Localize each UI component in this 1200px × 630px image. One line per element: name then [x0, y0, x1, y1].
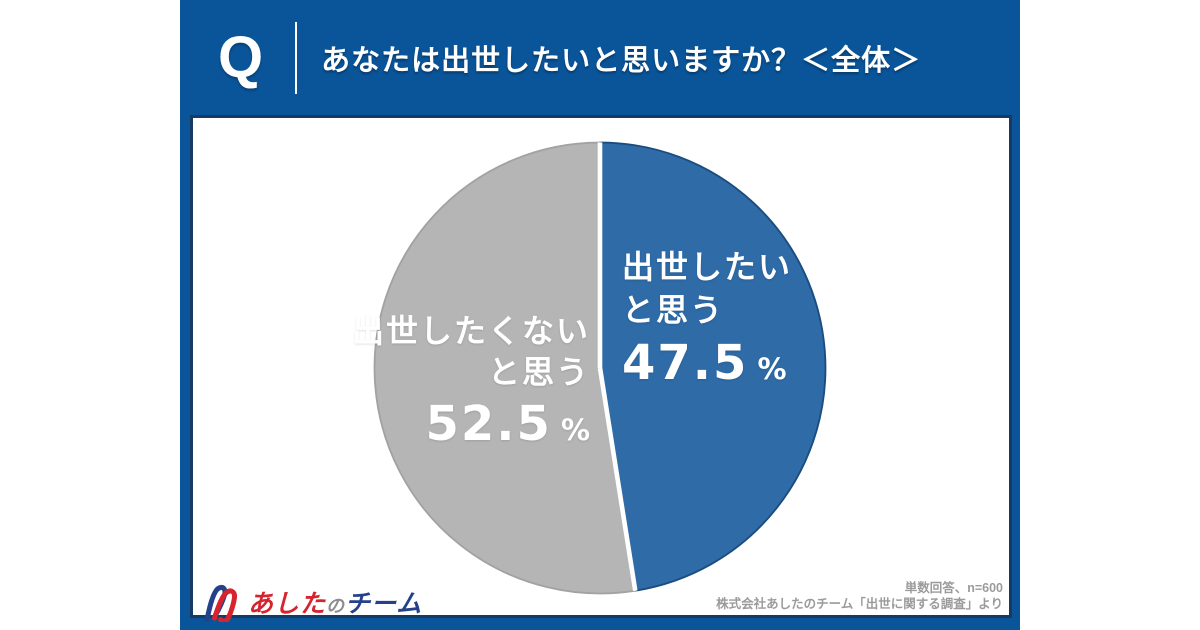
question-q-label: Q [218, 24, 264, 90]
logo-text-ashita: あした [248, 590, 327, 618]
brand-panel: Q あなたは出世したいと思いますか？＜全体＞ 出世したい と思う 47.5% 出… [180, 0, 1020, 630]
slice-value-number: 52.5 [425, 396, 552, 452]
slice-label-line: と思う [487, 354, 590, 390]
survey-source-note: 単数回答、n=600 株式会社あしたのチーム「出世に関する調査」より [716, 580, 1003, 612]
logo-text-no: の [326, 596, 346, 616]
company-logo: あしたのチーム [200, 582, 422, 622]
header-divider [295, 21, 298, 94]
survey-note-line1: 単数回答、n=600 [904, 581, 1003, 595]
pie-chart [373, 141, 827, 595]
slice-label-line: 出世したい [622, 249, 793, 285]
percent-sign: % [757, 352, 787, 386]
slice-label-line: と思う [622, 292, 725, 328]
slice-label-want-promotion: 出世したい と思う 47.5% [622, 246, 792, 400]
paperclip-person-icon [204, 585, 238, 622]
logo-text-team: チーム [345, 590, 423, 618]
logo-wordmark: あしたのチーム [248, 584, 422, 620]
slice-label-line: 出世したくない [351, 313, 590, 349]
question-header: Q あなたは出世したいと思いますか？＜全体＞ [180, 0, 1020, 115]
slice-value-number: 47.5 [622, 335, 749, 391]
slice-label-no-promotion: 出世したくない と思う 52.5% [352, 311, 590, 461]
slice-value: 47.5% [622, 337, 792, 400]
percent-sign: % [560, 413, 590, 447]
survey-note-line2: 株式会社あしたのチーム「出世に関する調査」より [716, 597, 1003, 611]
slice-value: 52.5% [352, 396, 591, 461]
chart-card: 出世したい と思う 47.5% 出世したくない と思う 52.5% [190, 115, 1012, 622]
page-title: あなたは出世したいと思いますか？＜全体＞ [321, 44, 922, 77]
